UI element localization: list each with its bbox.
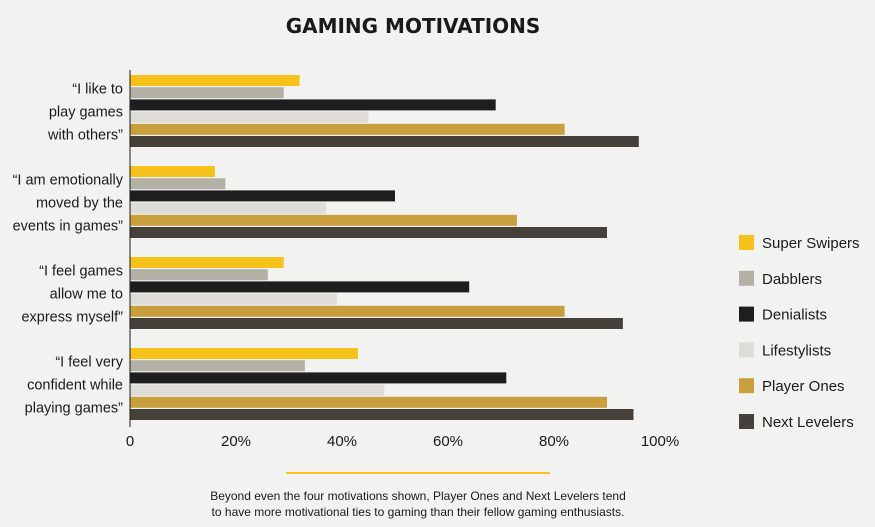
legend: Super Swipers Dabblers Denialists Lifestyli… bbox=[739, 235, 860, 431]
bar-next-levelers-3 bbox=[130, 318, 623, 329]
legend-label-dabblers: Dabblers bbox=[762, 271, 822, 288]
footnote-line-1: Beyond even the four motivations shown, … bbox=[210, 489, 626, 503]
x-tick-label-0: 0 bbox=[126, 433, 134, 450]
category-label-3-line-3: express myself” bbox=[21, 310, 123, 326]
bars bbox=[130, 75, 639, 420]
bar-lifestylists-1 bbox=[130, 111, 369, 123]
legend-swatch-player-ones bbox=[739, 378, 754, 394]
legend-label-next-levelers: Next Levelers bbox=[762, 414, 854, 431]
legend-swatch-denialists bbox=[739, 306, 754, 322]
category-label-3-line-1: “I feel games bbox=[39, 264, 123, 280]
category-label-2-line-1: “I am emotionally bbox=[13, 173, 124, 189]
bar-player-ones-4 bbox=[130, 396, 607, 408]
legend-label-player-ones: Player Ones bbox=[762, 378, 845, 395]
bar-super-swipers-1 bbox=[130, 75, 300, 86]
category-label-1-line-1: “I like to bbox=[72, 82, 123, 98]
category-label-3-line-2: allow me to bbox=[50, 287, 123, 303]
bar-dabblers-4 bbox=[130, 360, 305, 372]
bar-denialists-1 bbox=[130, 99, 496, 111]
x-tick-label-1: 20% bbox=[221, 433, 251, 450]
bar-denialists-4 bbox=[130, 372, 507, 384]
bar-player-ones-2 bbox=[130, 214, 517, 226]
bar-lifestylists-4 bbox=[130, 384, 385, 396]
bar-dabblers-3 bbox=[130, 269, 268, 281]
bar-next-levelers-1 bbox=[130, 136, 639, 147]
bar-super-swipers-3 bbox=[130, 257, 284, 268]
bar-next-levelers-4 bbox=[130, 409, 634, 420]
legend-swatch-dabblers bbox=[739, 270, 754, 286]
footnote-line-2: to have more motivational ties to gaming… bbox=[212, 505, 625, 519]
chart-title: GAMING MOTIVATIONS bbox=[286, 14, 541, 38]
bar-lifestylists-2 bbox=[130, 202, 327, 214]
x-axis-ticks: 0 20% 40% 60% 80% 100% bbox=[126, 433, 679, 450]
legend-label-denialists: Denialists bbox=[762, 307, 827, 324]
bar-denialists-2 bbox=[130, 190, 395, 202]
legend-swatch-super-swipers bbox=[739, 235, 754, 250]
category-label-2-line-2: moved by the bbox=[36, 196, 123, 212]
bar-next-levelers-2 bbox=[130, 227, 607, 238]
category-label-2-line-3: events in games” bbox=[13, 219, 124, 235]
bar-super-swipers-2 bbox=[130, 166, 215, 177]
bar-player-ones-1 bbox=[130, 123, 565, 135]
legend-swatch-next-levelers bbox=[739, 414, 754, 429]
x-tick-label-2: 40% bbox=[327, 433, 357, 450]
x-tick-label-4: 80% bbox=[539, 433, 569, 450]
legend-label-lifestylists: Lifestylists bbox=[762, 342, 831, 359]
bar-denialists-3 bbox=[130, 281, 470, 293]
category-labels: “I like to play games with others” “I am em… bbox=[13, 82, 124, 417]
category-label-4-line-3: playing games” bbox=[25, 401, 123, 417]
bar-player-ones-3 bbox=[130, 305, 565, 317]
bar-super-swipers-4 bbox=[130, 348, 358, 359]
category-label-4-line-2: confident while bbox=[27, 378, 123, 394]
bar-lifestylists-3 bbox=[130, 293, 337, 305]
legend-label-super-swipers: Super Swipers bbox=[762, 235, 860, 252]
legend-swatch-lifestylists bbox=[739, 342, 754, 358]
x-tick-label-3: 60% bbox=[433, 433, 463, 450]
x-tick-label-5: 100% bbox=[641, 433, 679, 450]
bar-dabblers-1 bbox=[130, 87, 284, 99]
category-label-4-line-1: “I feel very bbox=[55, 355, 123, 371]
category-label-1-line-2: play games bbox=[49, 105, 123, 121]
bar-dabblers-2 bbox=[130, 178, 226, 190]
category-label-1-line-3: with others” bbox=[47, 128, 123, 144]
